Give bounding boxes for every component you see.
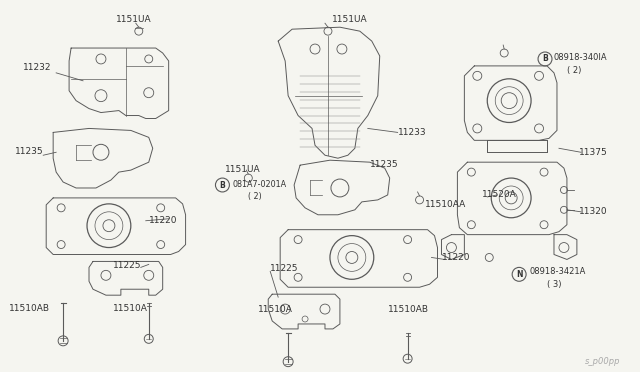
Text: 11233: 11233 [397,128,426,137]
Text: ( 2): ( 2) [248,192,262,201]
Text: 11375: 11375 [579,148,607,157]
Text: 11320: 11320 [579,207,607,216]
Text: 11225: 11225 [270,264,299,273]
Text: 08918-3421A: 08918-3421A [529,267,586,276]
Text: 11510A: 11510A [113,304,148,313]
Text: 11220: 11220 [442,253,470,263]
Text: 1151UA: 1151UA [116,15,152,24]
Text: 08918-340IA: 08918-340IA [554,53,607,62]
Text: B: B [220,180,225,189]
Text: s_p00pp: s_p00pp [585,357,621,366]
Text: 081A7-0201A: 081A7-0201A [232,180,287,189]
Text: 11235: 11235 [370,160,399,169]
Text: 11510AA: 11510AA [424,200,466,209]
Text: ( 3): ( 3) [547,280,561,289]
Text: 11510AB: 11510AB [388,305,429,314]
Text: 11225: 11225 [113,262,141,270]
Text: B: B [542,54,548,64]
Text: 11510AB: 11510AB [10,304,51,313]
Text: 11220: 11220 [148,216,177,225]
Text: ( 2): ( 2) [567,66,581,75]
Text: 11235: 11235 [15,147,44,156]
Text: 1151UA: 1151UA [225,165,261,174]
Text: 1151UA: 1151UA [332,15,367,24]
Text: 11510A: 11510A [259,305,293,314]
Text: 11520A: 11520A [483,190,517,199]
Text: N: N [516,270,522,279]
Text: 11232: 11232 [23,63,52,72]
